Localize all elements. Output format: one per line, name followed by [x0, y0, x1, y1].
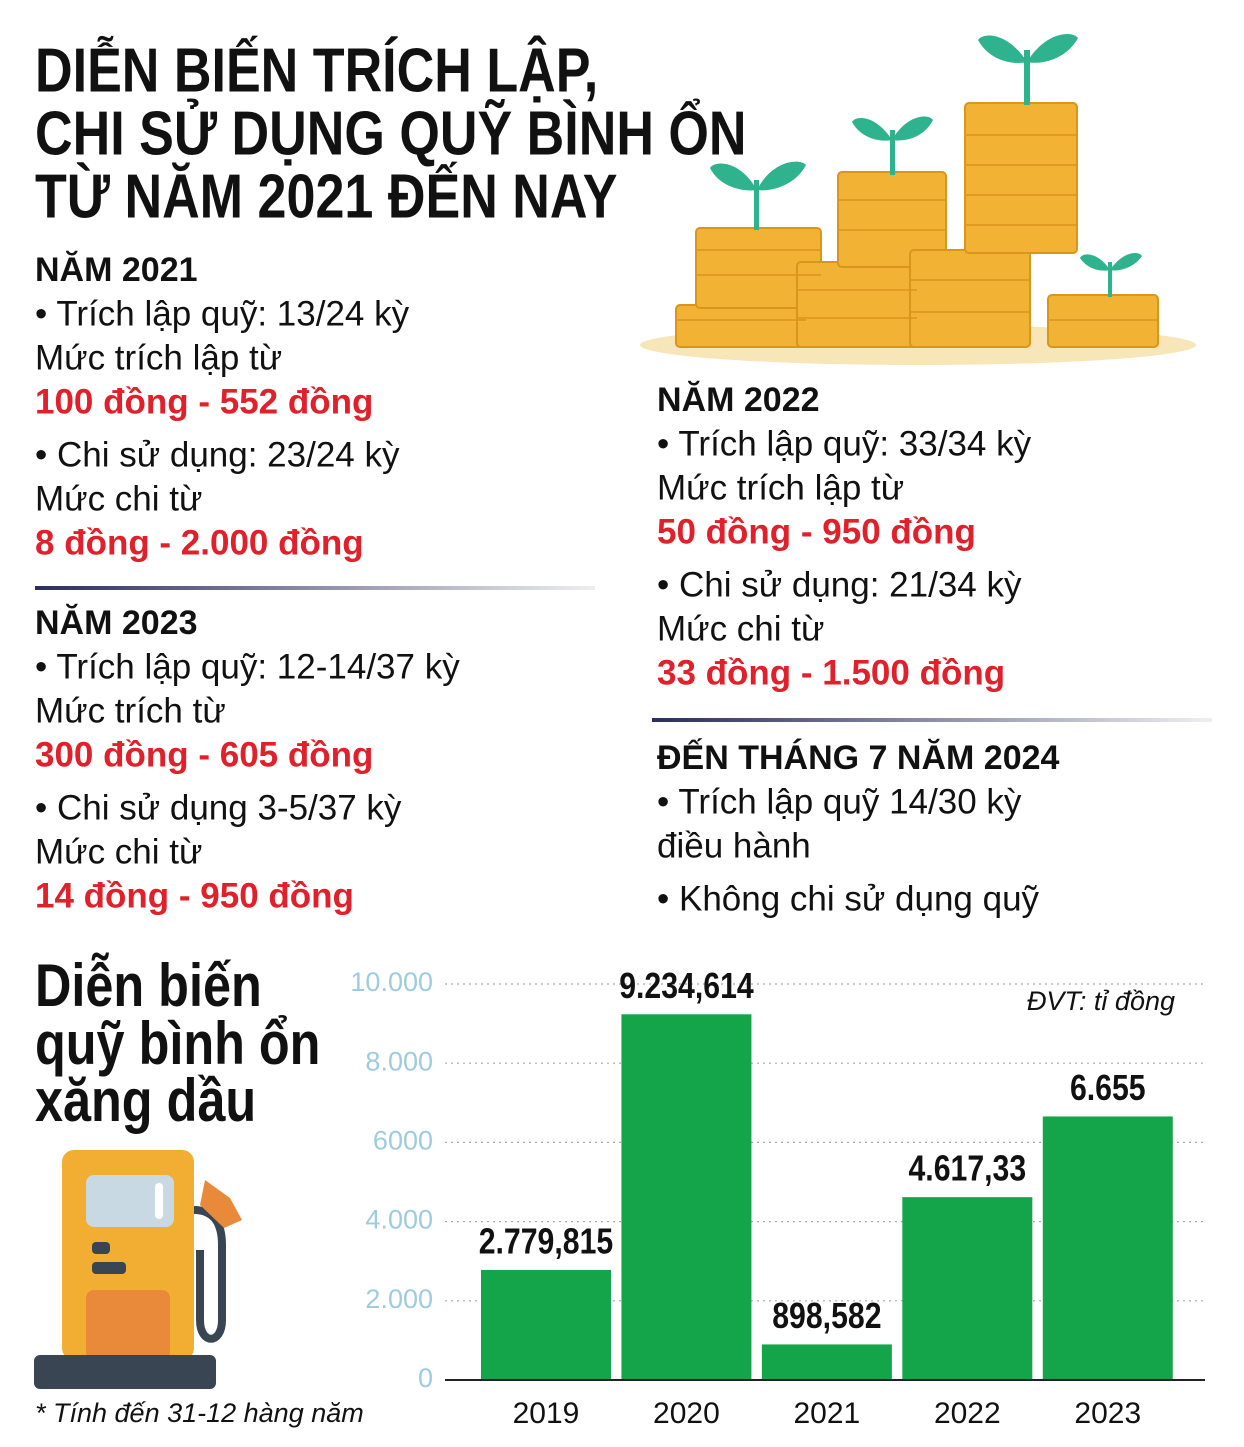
chart-title-line: xăng dầu — [35, 1067, 256, 1134]
bar-chart: Diễn biến quỹ bình ổn xăng dầu ĐVT: tỉ đ… — [35, 952, 1205, 1430]
title-line: TỪ NĂM 2021 ĐẾN NAY — [35, 161, 617, 231]
section-heading: NĂM 2023 — [35, 604, 198, 642]
y-tick-label: 8.000 — [365, 1046, 433, 1076]
body-text: Mức trích lập từ — [657, 468, 904, 507]
value-label: 2.779,815 — [479, 1222, 613, 1262]
body-text: • Chi sử dụng: 23/24 kỳ — [35, 435, 400, 474]
y-tick-label: 10.000 — [350, 967, 433, 997]
section-heading: NĂM 2022 — [657, 381, 820, 419]
bar — [1042, 1116, 1173, 1380]
range-text: 8 đồng - 2.000 đồng — [35, 523, 364, 562]
y-tick-label: 2.000 — [365, 1284, 433, 1314]
chart-title-line: Diễn biến — [35, 952, 262, 1019]
value-label: 898,582 — [772, 1297, 881, 1337]
body-text: • Trích lập quỹ: 13/24 kỳ — [35, 294, 410, 333]
body-text: • Chi sử dụng: 21/34 kỳ — [657, 565, 1022, 604]
body-text: Mức trích từ — [35, 691, 226, 730]
separator — [652, 718, 1212, 722]
title-line: DIỄN BIẾN TRÍCH LẬP, — [35, 35, 598, 105]
section-heading: NĂM 2021 — [35, 251, 198, 289]
body-text: điều hành — [657, 826, 811, 865]
range-text: 300 đồng - 605 đồng — [35, 735, 373, 774]
fuel-pump-illustration — [34, 1150, 242, 1389]
body-text: • Trích lập quỹ: 33/34 kỳ — [657, 424, 1032, 463]
range-text: 50 đồng - 950 đồng — [657, 512, 976, 551]
body-text: Mức chi từ — [657, 609, 824, 648]
unit-label: ĐVT: tỉ đồng — [1027, 986, 1175, 1016]
y-tick-label: 4.000 — [365, 1205, 433, 1235]
coins-illustration — [640, 33, 1196, 365]
body-text: • Chi sử dụng 3-5/37 kỳ — [35, 788, 402, 827]
y-tick-label: 0 — [418, 1363, 433, 1393]
value-label: 4.617,33 — [908, 1149, 1026, 1189]
bar — [621, 1014, 752, 1380]
x-tick-label: 2023 — [1074, 1397, 1141, 1430]
bar — [902, 1197, 1033, 1380]
chart-title-line: quỹ bình ổn — [35, 1010, 320, 1077]
body-text: Mức chi từ — [35, 832, 202, 871]
bar — [761, 1344, 892, 1380]
section-heading: ĐẾN THÁNG 7 NĂM 2024 — [657, 739, 1060, 777]
range-text: 33 đồng - 1.500 đồng — [657, 653, 1005, 692]
x-tick-label: 2021 — [794, 1397, 861, 1430]
x-tick-label: 2020 — [653, 1397, 720, 1430]
range-text: 14 đồng - 950 đồng — [35, 876, 354, 915]
range-text: 100 đồng - 552 đồng — [35, 382, 373, 421]
title-line: CHI SỬ DỤNG QUỸ BÌNH ỔN — [35, 98, 747, 168]
footnote: * Tính đến 31-12 hàng năm — [35, 1398, 364, 1428]
value-label: 6.655 — [1070, 1069, 1146, 1109]
body-text: Mức trích lập từ — [35, 338, 282, 377]
bar — [480, 1269, 611, 1380]
x-tick-label: 2019 — [513, 1397, 580, 1430]
value-label: 9.234,614 — [619, 966, 754, 1006]
body-text: • Trích lập quỹ: 12-14/37 kỳ — [35, 647, 460, 686]
sections: NĂM 2021 • Trích lập quỹ: 13/24 kỳ Mức trí… — [35, 251, 1060, 918]
x-tick-label: 2022 — [934, 1397, 1001, 1430]
body-text: • Trích lập quỹ 14/30 kỳ — [657, 782, 1022, 821]
separator — [35, 586, 595, 590]
y-tick-label: 6000 — [373, 1126, 433, 1156]
body-text: • Không chi sử dụng quỹ — [657, 879, 1040, 918]
body-text: Mức chi từ — [35, 479, 202, 518]
